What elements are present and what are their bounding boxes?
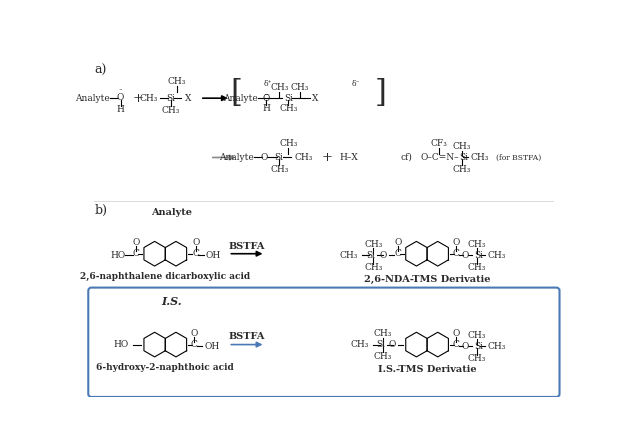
Text: CH₃: CH₃ [279,139,298,148]
Text: cf): cf) [400,153,412,162]
Text: ]: ] [375,78,387,109]
Text: O–C=N–: O–C=N– [420,153,459,162]
Text: CH₃: CH₃ [364,263,382,272]
Text: C: C [453,249,459,258]
Text: O: O [133,238,140,247]
Text: CH₃: CH₃ [374,329,392,339]
Text: O: O [379,251,386,260]
Text: [: [ [230,78,242,109]
Text: δ⁻: δ⁻ [352,80,360,88]
Text: CH₃: CH₃ [167,77,186,86]
Text: Si: Si [366,251,375,260]
Text: O: O [453,238,460,247]
Text: CH₃: CH₃ [295,153,313,162]
Text: C: C [133,249,140,258]
Text: BSTFA: BSTFA [229,332,265,341]
Text: +: + [322,151,332,164]
Text: H: H [117,105,125,114]
Text: CH₃: CH₃ [374,352,392,361]
Text: H: H [262,104,270,113]
Text: CH₃: CH₃ [139,94,157,103]
Text: a): a) [94,64,107,77]
Text: X: X [312,94,318,103]
Text: H–X: H–X [339,153,358,162]
Text: CH₃: CH₃ [162,106,180,115]
Text: BSTFA: BSTFA [229,242,265,251]
Text: b): b) [94,204,107,217]
Text: Analyte: Analyte [219,153,254,162]
Text: CH₃: CH₃ [487,342,506,351]
Text: Analyte: Analyte [75,94,110,103]
Text: CH₃: CH₃ [350,340,368,349]
Text: CH₃: CH₃ [291,83,309,92]
Text: Si: Si [475,342,483,351]
Text: OH: OH [205,251,221,260]
Text: CH₃: CH₃ [487,251,506,260]
Text: O: O [260,153,267,162]
Text: O: O [388,340,396,349]
Text: Si: Si [459,153,468,162]
Text: ¨: ¨ [119,89,123,97]
Text: I.S.: I.S. [161,296,182,307]
Text: I.S.-TMS Derivatie: I.S.-TMS Derivatie [378,365,477,375]
Text: O̅: O̅ [262,94,270,103]
Text: C: C [193,249,200,258]
Text: C: C [191,340,198,349]
Text: O: O [192,238,200,247]
Text: Si: Si [376,340,385,349]
Text: 6-hydroxy-2-naphthoic acid: 6-hydroxy-2-naphthoic acid [97,363,234,372]
Text: O: O [394,238,401,247]
Text: Si: Si [475,251,483,260]
Text: 2,6-NDA-TMS Derivatie: 2,6-NDA-TMS Derivatie [364,275,490,284]
Text: CH₃: CH₃ [364,240,382,249]
Text: Si: Si [275,153,284,162]
Text: +: + [133,92,144,105]
Text: OH: OH [204,342,220,351]
Text: Analyte: Analyte [223,94,258,103]
Text: CH₃: CH₃ [468,263,486,272]
Text: Si: Si [166,94,175,103]
Text: CH₃: CH₃ [471,153,489,162]
Text: (for BSTFA): (for BSTFA) [496,153,542,161]
Text: CF₃: CF₃ [431,139,448,148]
Text: CH₃: CH₃ [453,165,471,174]
Text: CH₃: CH₃ [468,240,486,249]
Text: O: O [453,329,460,338]
Text: 2,6-naphthalene dicarboxylic acid: 2,6-naphthalene dicarboxylic acid [80,273,250,281]
Text: O: O [191,329,198,338]
Text: CH₃: CH₃ [468,331,486,340]
Text: CH₃: CH₃ [270,165,288,174]
Text: O: O [462,342,469,351]
Text: CH₃: CH₃ [339,251,358,260]
Text: CH₃: CH₃ [468,354,486,363]
Text: CH₃: CH₃ [279,104,298,113]
Text: HO: HO [114,340,129,349]
Text: CH₃: CH₃ [270,83,288,92]
Text: C: C [453,340,459,349]
Text: Analyte: Analyte [151,208,192,217]
Text: O: O [117,93,125,102]
Text: X: X [185,94,191,103]
Text: CH₃: CH₃ [453,142,471,151]
Text: C: C [394,249,401,258]
Text: Si: Si [284,94,293,103]
Text: HO: HO [110,251,125,260]
Text: δ⁺: δ⁺ [264,80,272,88]
Text: O: O [462,251,469,260]
